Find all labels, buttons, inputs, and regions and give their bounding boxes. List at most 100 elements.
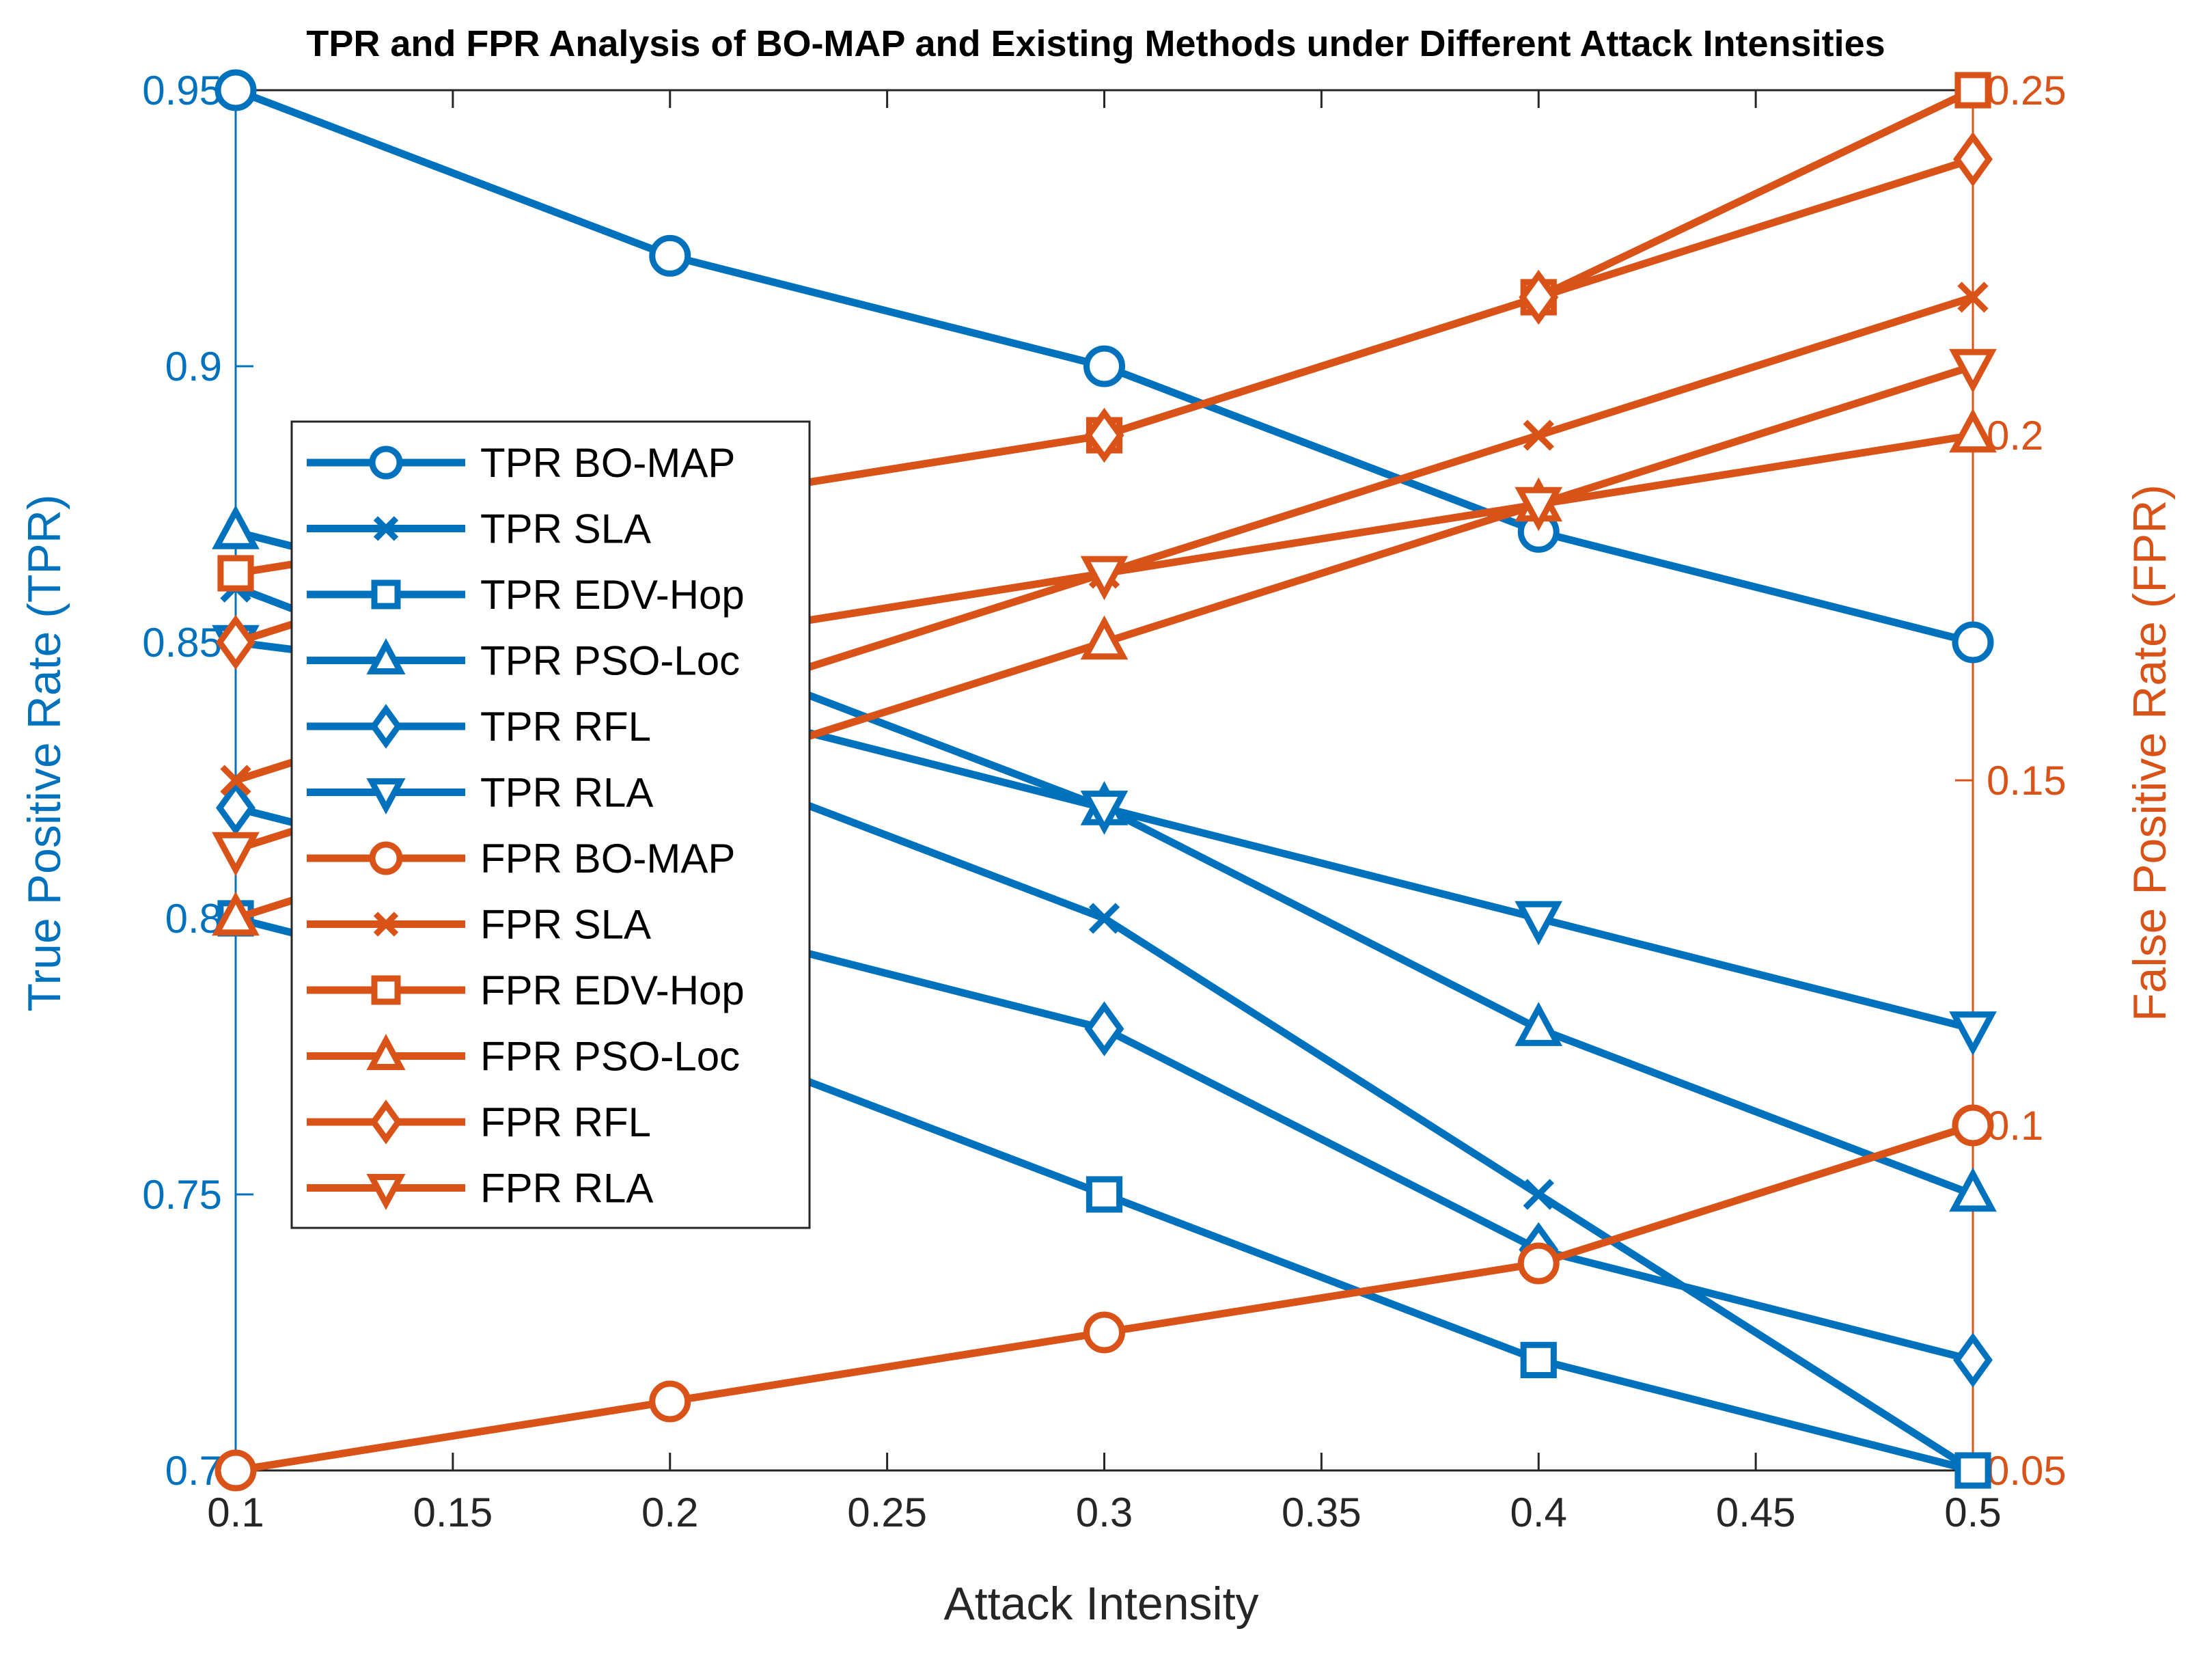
data-point-fpr-rla (1080, 556, 1129, 601)
axes: 0.1 0.15 0.2 0.25 0.3 0.35 0.4 0.45 0.5 0.7 0.75 0.… (142, 68, 2066, 1535)
y-axis-left-label: True Positive Rate (TPR) (18, 495, 70, 1012)
legend-marker (366, 778, 406, 814)
data-point-fpr-rla (1949, 348, 1997, 394)
x-tick-label: 0.35 (1282, 1490, 1361, 1535)
data-point-tpr-bo-map (215, 69, 257, 111)
data-point-tpr-sla (1088, 903, 1120, 934)
y-axis-right-label: False Positive Rate (FPR) (2124, 484, 2176, 1022)
data-point-fpr-pso-loc (212, 891, 260, 936)
data-point-fpr-rfl (1519, 269, 1559, 325)
y-right-tick-label: 0.05 (1987, 1448, 2066, 1494)
legend-entry: FPR RFL (307, 1099, 651, 1145)
x-tick-label: 0.45 (1716, 1490, 1796, 1535)
y-right-tick-label: 0.2 (1987, 413, 2043, 458)
data-point-tpr-rla (1949, 1011, 1997, 1056)
y-right-tick-label: 0.25 (1987, 68, 2066, 113)
legend-entry: FPR PSO-Loc (307, 1034, 740, 1080)
x-tick-label: 0.2 (641, 1490, 698, 1535)
data-point-tpr-edv-hop (1954, 1452, 1991, 1489)
x-tick-label: 0.1 (207, 1490, 264, 1535)
data-point-tpr-rla (1080, 791, 1129, 835)
data-point-tpr-pso-loc (1949, 1167, 1997, 1212)
data-point-fpr-rfl (216, 614, 255, 670)
legend-marker (373, 912, 399, 937)
x-axis-label: Attack Intensity (943, 1578, 1258, 1630)
data-point-fpr-bo-map (1952, 1104, 1994, 1147)
y-left-tick-label: 0.75 (142, 1172, 222, 1218)
data-point-tpr-bo-map (1952, 621, 1994, 663)
data-point-tpr-pso-loc (212, 505, 260, 549)
data-point-fpr-rfl (1953, 131, 1993, 187)
data-point-fpr-pso-loc (1080, 615, 1129, 660)
data-point-tpr-rla (1515, 901, 1563, 946)
data-point-tpr-edv-hop (1086, 1176, 1123, 1213)
x-tick-label: 0.3 (1076, 1490, 1133, 1535)
legend-marker (371, 975, 401, 1005)
legend-entry: TPR RLA (307, 770, 653, 816)
data-point-fpr-rla (1515, 487, 1563, 532)
x-tick-label: 0.15 (413, 1490, 493, 1535)
legend-marker (373, 516, 399, 541)
legend-label: TPR RLA (480, 770, 653, 816)
legend-label: FPR PSO-Loc (480, 1034, 740, 1080)
legend-entry: TPR RFL (307, 704, 651, 750)
legend-entry: TPR SLA (307, 506, 651, 552)
chart-title: TPR and FPR Analysis of BO-MAP and Exist… (306, 23, 1885, 64)
y-right-tick-label: 0.15 (1987, 758, 2066, 804)
data-point-fpr-sla (1523, 420, 1554, 451)
data-point-fpr-edv-hop (1954, 72, 1991, 109)
legend-label: TPR EDV-Hop (480, 572, 745, 618)
legend-label: TPR PSO-Loc (480, 638, 740, 684)
y-left-tick-label: 0.85 (142, 620, 222, 666)
data-point-tpr-pso-loc (1515, 1002, 1563, 1046)
series-fpr-bo-map (215, 1104, 1994, 1492)
legend-entry: FPR BO-MAP (307, 836, 735, 881)
legend-entry: FPR RLA (307, 1166, 653, 1211)
legend-label: FPR EDV-Hop (480, 968, 745, 1013)
legend-marker (370, 1099, 402, 1145)
legend-entry: TPR BO-MAP (307, 440, 735, 486)
data-point-tpr-rfl (1084, 1001, 1124, 1056)
legend-marker (366, 638, 406, 674)
legend-marker (369, 841, 403, 875)
legend-marker (370, 704, 402, 749)
legend-entry: FPR SLA (307, 902, 651, 948)
legend: TPR BO-MAP TPR SLA TPR EDV-Hop TPR PSO-Loc T… (290, 420, 811, 1229)
data-point-tpr-bo-map (1083, 345, 1125, 387)
legend-box (290, 420, 811, 1229)
data-point-tpr-rfl (216, 780, 255, 836)
legend-label: FPR BO-MAP (480, 836, 735, 881)
data-point-fpr-bo-map (1083, 1311, 1125, 1354)
data-point-fpr-bo-map (649, 1380, 691, 1423)
legend-label: TPR SLA (480, 506, 651, 552)
data-point-fpr-rfl (1084, 407, 1124, 463)
data-point-tpr-sla (1523, 1179, 1554, 1210)
data-point-tpr-edv-hop (1520, 1341, 1557, 1379)
data-point-fpr-sla (220, 765, 251, 796)
y-left-tick-label: 0.8 (165, 896, 222, 942)
legend-entry: TPR PSO-Loc (307, 638, 740, 684)
legend-entry: FPR EDV-Hop (307, 968, 745, 1013)
y-right-tick-label: 0.1 (1987, 1103, 2043, 1149)
data-point-tpr-rfl (1953, 1332, 1993, 1388)
data-point-fpr-rla (212, 832, 260, 877)
y-left-tick-label: 0.95 (142, 68, 222, 113)
data-point-fpr-sla (1957, 282, 1989, 313)
legend-entry: TPR EDV-Hop (307, 572, 745, 618)
x-tick-label: 0.25 (847, 1490, 927, 1535)
data-point-fpr-bo-map (215, 1449, 257, 1492)
legend-label: FPR SLA (480, 902, 651, 948)
legend-marker (371, 579, 401, 610)
legend-label: TPR RFL (480, 704, 651, 750)
data-point-fpr-edv-hop (217, 555, 254, 592)
y-left-tick-label: 0.9 (165, 344, 222, 389)
data-point-fpr-pso-loc (1949, 408, 1997, 453)
legend-marker (369, 446, 403, 480)
x-tick-label: 0.4 (1510, 1490, 1567, 1535)
y-left-tick-label: 0.7 (165, 1448, 222, 1494)
data-point-tpr-bo-map (649, 234, 691, 277)
legend-label: TPR BO-MAP (480, 440, 735, 486)
legend-marker (366, 1034, 406, 1070)
data-point-fpr-bo-map (1517, 1242, 1560, 1285)
